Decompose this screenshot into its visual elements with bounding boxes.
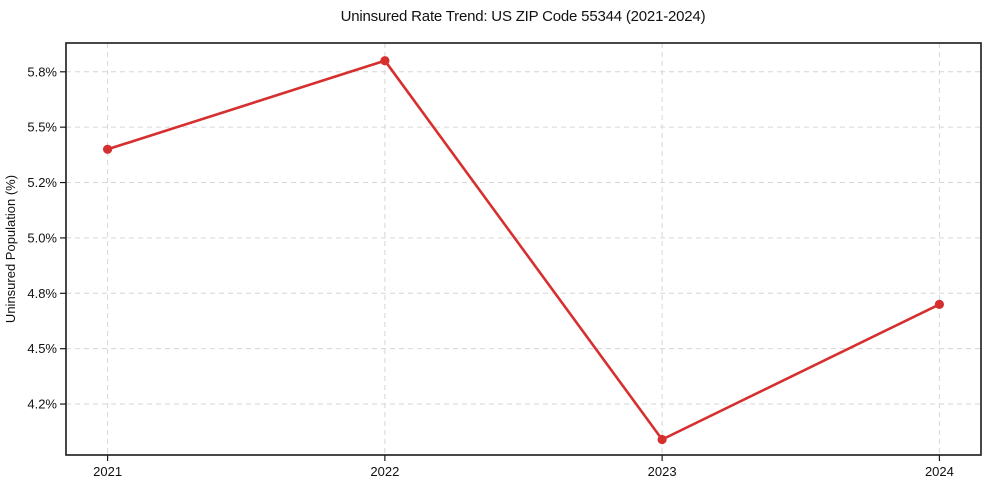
y-tick-label: 5.8% bbox=[27, 64, 57, 79]
y-tick-label: 5.0% bbox=[27, 230, 57, 245]
x-tick-label: 2023 bbox=[648, 464, 677, 479]
y-tick-label: 5.5% bbox=[27, 120, 57, 135]
x-tick-label: 2024 bbox=[925, 464, 954, 479]
data-point-marker bbox=[934, 299, 945, 309]
chart-title: Uninsured Rate Trend: US ZIP Code 55344 … bbox=[341, 8, 706, 25]
x-tick-label: 2021 bbox=[93, 464, 122, 479]
grid-layer bbox=[66, 43, 981, 455]
y-tick-label: 5.2% bbox=[27, 175, 57, 190]
plot-border bbox=[65, 42, 982, 456]
data-point-marker bbox=[657, 434, 667, 445]
y-tick-label: 4.5% bbox=[27, 341, 57, 356]
tick-layer: 4.2% 4.5% 4.8% 5.0% 5.2% 5.5% 5.8% 2021 2022 2023… bbox=[27, 64, 954, 479]
data-point-marker bbox=[103, 144, 113, 154]
y-tick-label: 4.2% bbox=[27, 397, 57, 412]
series-layer bbox=[103, 56, 945, 445]
x-tick-label: 2022 bbox=[370, 464, 399, 479]
y-axis-label: Uninsured Population (%) bbox=[3, 175, 18, 323]
data-point-marker bbox=[380, 56, 390, 66]
y-tick-label: 4.8% bbox=[27, 286, 57, 301]
trend-line bbox=[106, 59, 941, 441]
plot-frame bbox=[65, 42, 982, 456]
